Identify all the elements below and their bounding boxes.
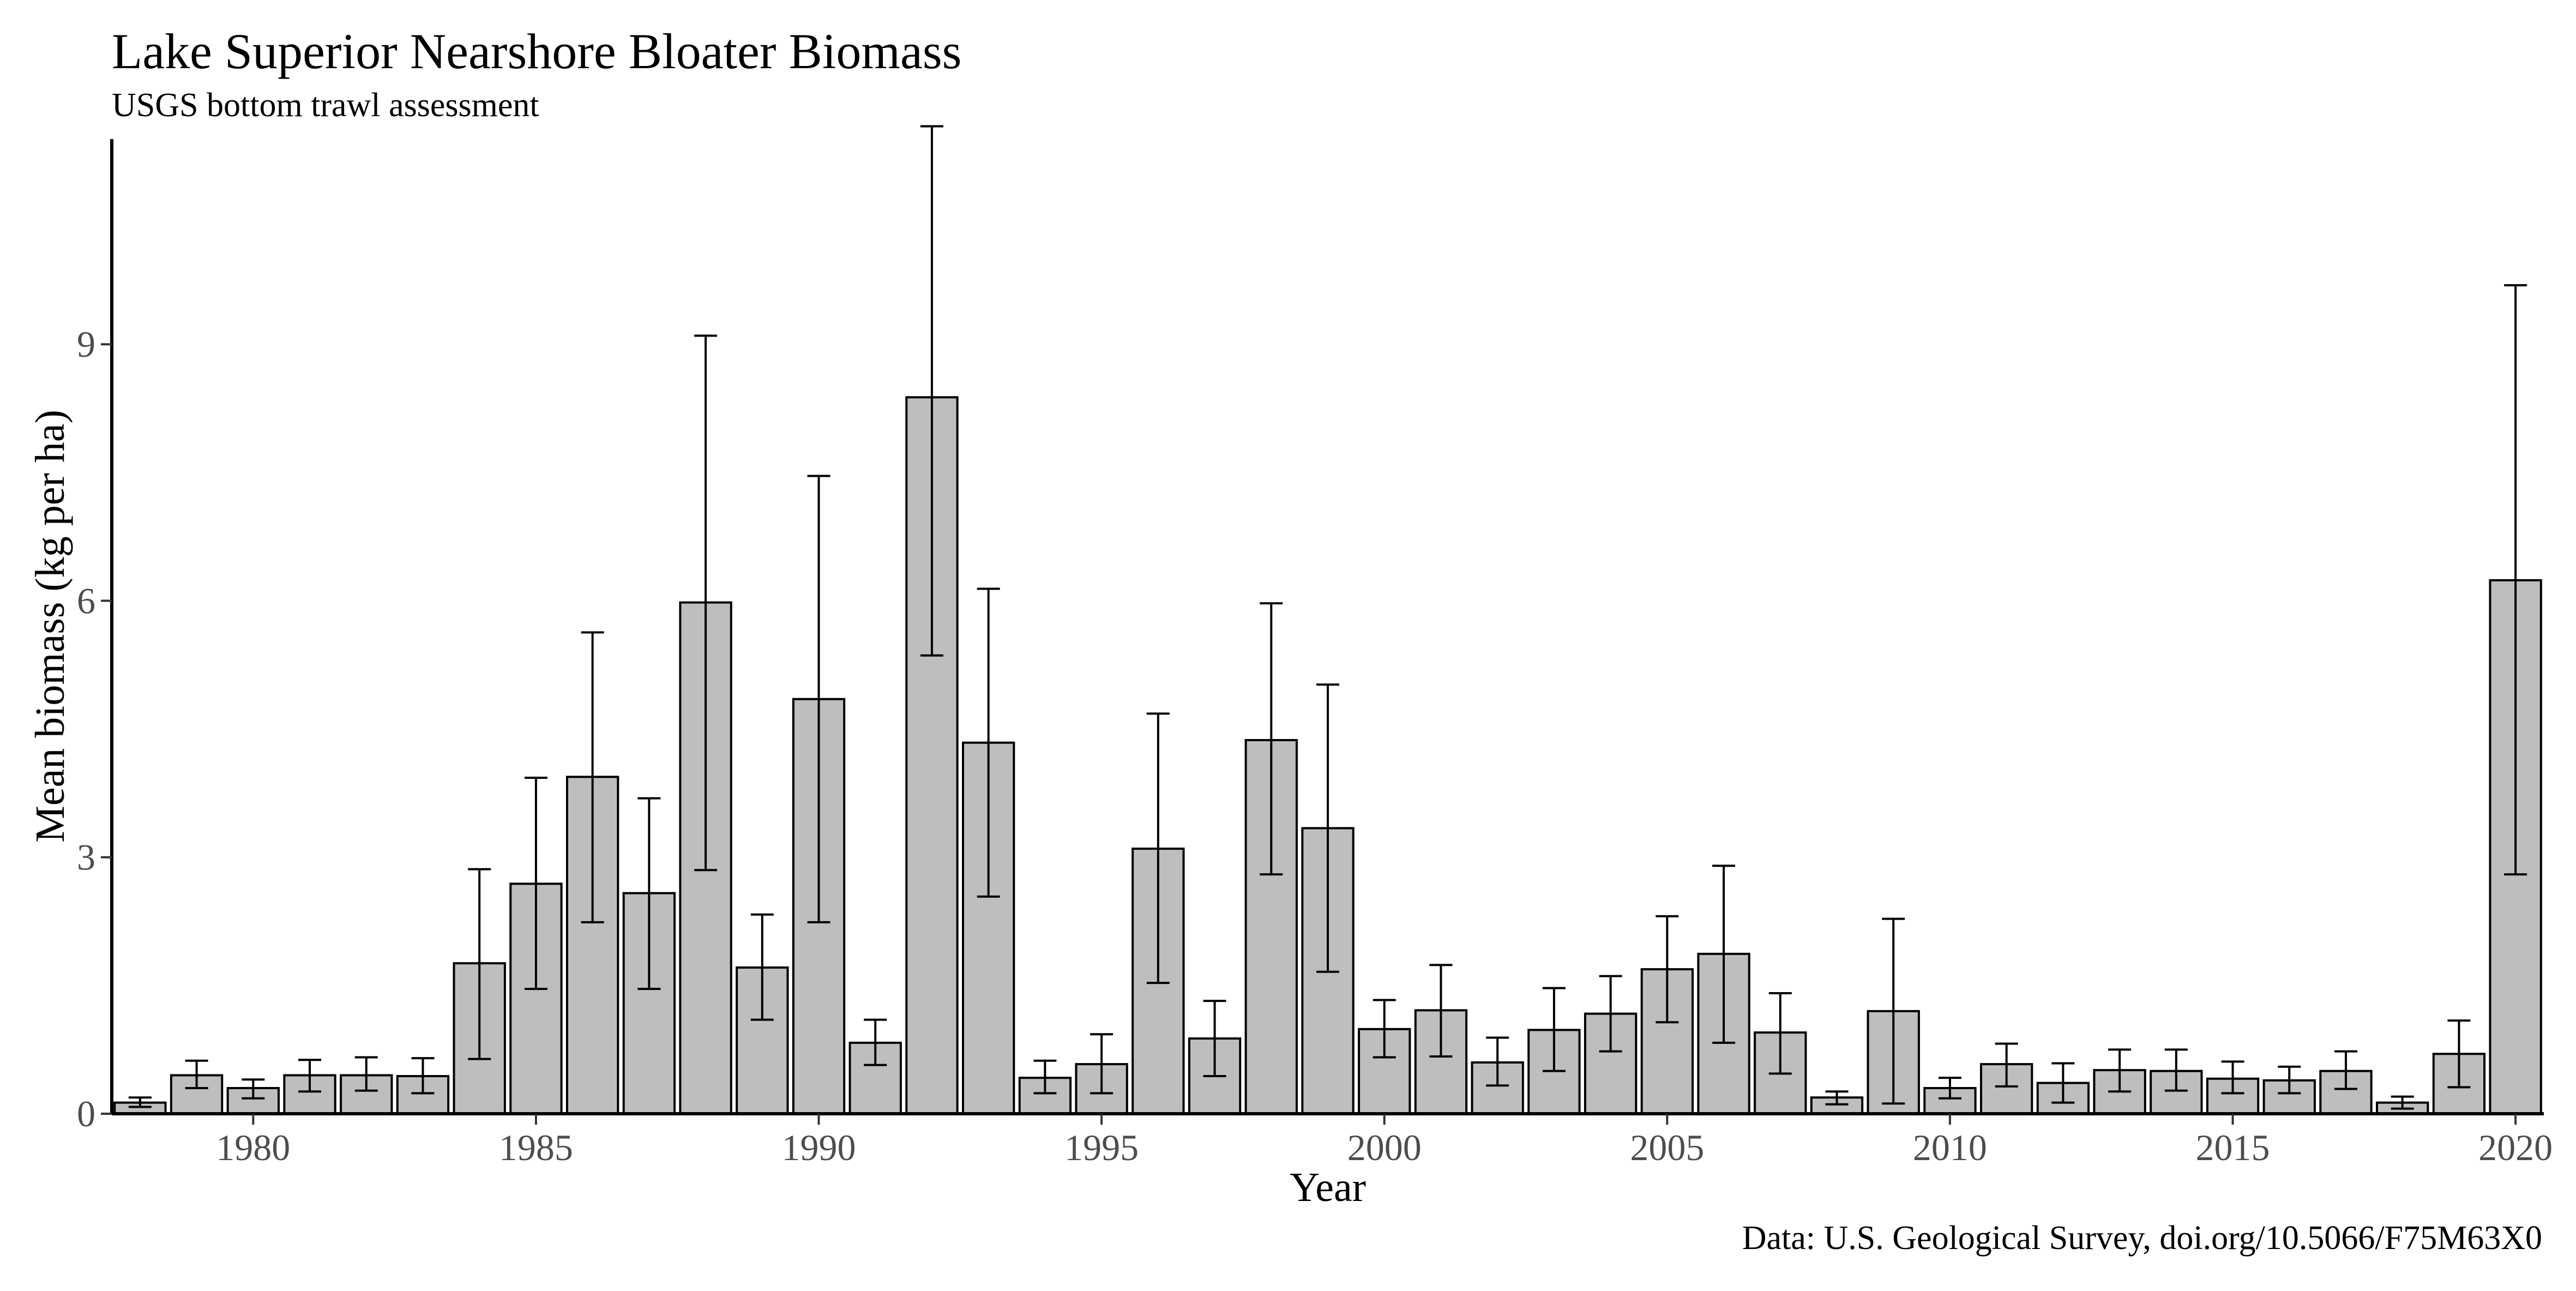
error-bar-2016: [2278, 1065, 2301, 1095]
x-axis-label: Year: [1290, 1164, 1366, 1210]
error-bar-2007: [1768, 992, 1792, 1075]
error-bar-1981: [298, 1059, 322, 1093]
x-tick-label: 2015: [2196, 1127, 2270, 1168]
error-bar-1990: [807, 475, 830, 923]
x-tick-label: 1985: [499, 1127, 573, 1168]
error-bar-2010: [1938, 1077, 1961, 1100]
x-tick-label: 1995: [1064, 1127, 1139, 1168]
error-bar-1994: [1033, 1059, 1057, 1095]
error-bar-2002: [1486, 1036, 1509, 1087]
error-bar-2004: [1599, 975, 1622, 1053]
error-bar-1991: [864, 1018, 887, 1066]
error-bar-1979: [185, 1059, 208, 1089]
error-bar-2013: [2108, 1048, 2132, 1093]
error-bar-1996: [1146, 712, 1170, 984]
error-bar-1997: [1203, 1000, 1226, 1078]
error-bar-1988: [694, 334, 718, 872]
error-bar-2008: [1825, 1090, 1849, 1106]
error-bar-1995: [1090, 1033, 1114, 1095]
x-tick-label: 2000: [1347, 1127, 1422, 1168]
x-tick-label: 2005: [1630, 1127, 1704, 1168]
chart-subtitle: USGS bottom trawl assessment: [112, 87, 539, 124]
error-bar-1982: [354, 1056, 378, 1092]
y-tick-label: 6: [77, 580, 95, 621]
error-bar-2000: [1373, 999, 1396, 1059]
error-bars-group: [128, 125, 2527, 1110]
error-bar-2012: [2051, 1062, 2075, 1104]
x-tick-label: 2020: [2478, 1127, 2553, 1168]
x-tick-label: 1990: [782, 1127, 856, 1168]
x-axis-ticks: 1980 1985 1990 1995 2000 2005 2010 2015 2020: [216, 1114, 2553, 1168]
error-bar-2018: [2391, 1095, 2414, 1110]
error-bar-1992: [920, 125, 943, 657]
error-bar-2011: [1995, 1042, 2018, 1088]
error-bar-1987: [637, 797, 661, 990]
error-bar-1984: [468, 868, 491, 1060]
error-bar-2015: [2221, 1060, 2244, 1095]
x-tick-label: 2010: [1913, 1127, 1987, 1168]
y-tick-label: 9: [77, 323, 95, 365]
error-bar-1993: [977, 587, 1000, 898]
error-bar-2019: [2447, 1019, 2471, 1089]
error-bar-2003: [1542, 987, 1566, 1072]
error-bar-1986: [581, 631, 604, 923]
error-bar-2020: [2504, 284, 2527, 876]
y-tick-label: 3: [77, 837, 95, 878]
error-bar-1985: [524, 776, 547, 990]
chart-title: Lake Superior Nearshore Bloater Biomass: [112, 23, 961, 79]
error-bar-2005: [1656, 915, 1679, 1024]
error-bar-2017: [2334, 1050, 2357, 1090]
error-bar-1983: [411, 1057, 435, 1095]
error-bar-1989: [750, 913, 774, 1021]
error-bar-1978: [128, 1096, 152, 1108]
chart-caption: Data: U.S. Geological Survey, doi.org/10…: [1742, 1220, 2542, 1257]
error-bar-2001: [1429, 964, 1453, 1058]
error-bar-1998: [1260, 602, 1283, 876]
error-bar-2014: [2164, 1048, 2188, 1092]
error-bar-1980: [242, 1078, 265, 1100]
y-tick-label: 0: [77, 1093, 95, 1134]
y-axis-label: Mean biomass (kg per ha): [27, 410, 73, 843]
y-axis-ticks: 0 3 6 9: [77, 323, 112, 1134]
error-bar-1999: [1316, 683, 1340, 973]
x-tick-label: 1980: [216, 1127, 290, 1168]
error-bar-2009: [1882, 917, 1905, 1105]
error-bar-2006: [1712, 864, 1736, 1044]
